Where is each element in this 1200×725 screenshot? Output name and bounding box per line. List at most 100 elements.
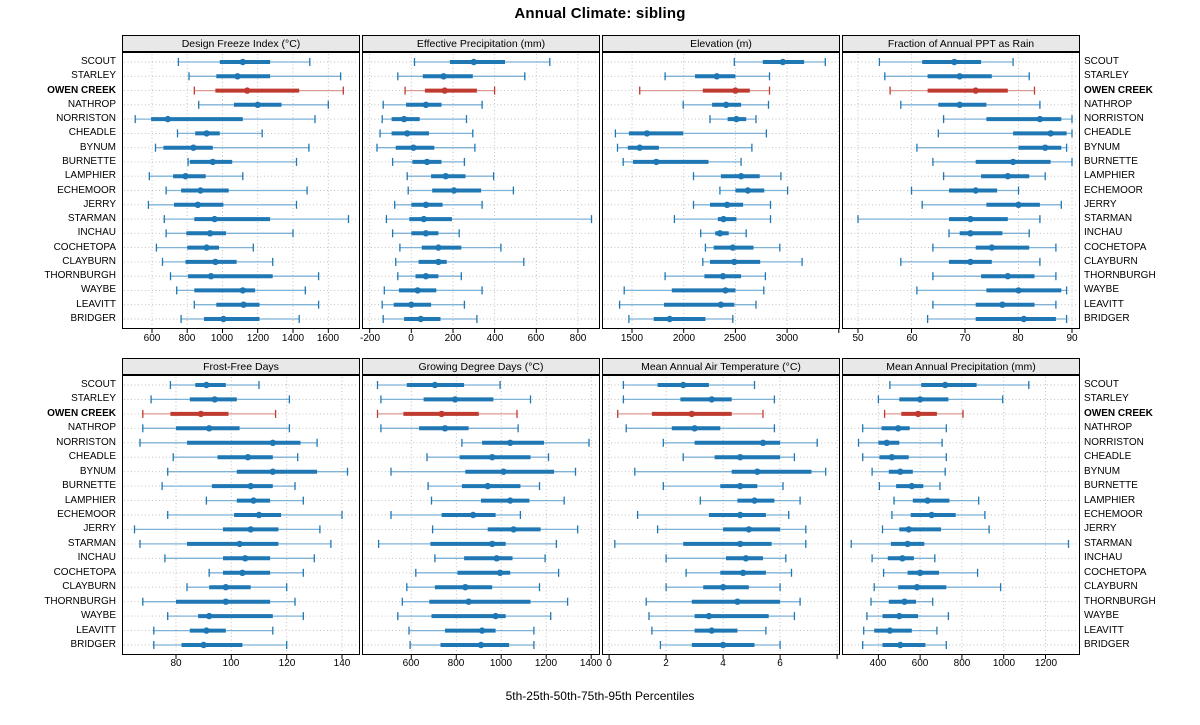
median-dot xyxy=(404,130,411,137)
error-bar-row xyxy=(390,511,522,519)
site-label-left: NATHROP xyxy=(67,422,116,433)
site-label-right: NATHROP xyxy=(1084,99,1133,110)
site-label-left: COCHETOPA xyxy=(53,567,116,578)
median-dot xyxy=(1042,144,1049,151)
median-dot xyxy=(897,468,904,475)
error-bar-row xyxy=(139,438,318,447)
error-bar-row xyxy=(139,539,332,548)
site-label-left: ECHEMOOR xyxy=(57,509,116,520)
site-label-left: STARLEY xyxy=(71,393,116,404)
error-bar-row xyxy=(186,583,288,592)
error-bar-row xyxy=(648,612,796,621)
site-label-right: WAYBE xyxy=(1084,610,1120,621)
error-bar-row xyxy=(142,597,296,606)
median-dot xyxy=(244,454,252,461)
median-dot xyxy=(733,115,740,123)
median-dot xyxy=(737,540,744,548)
x-tick-label: 6 xyxy=(777,658,783,669)
error-bar-row xyxy=(665,583,781,592)
site-label-left: LAMPHIER xyxy=(64,495,116,506)
median-dot xyxy=(247,526,254,533)
error-bar-row xyxy=(172,453,299,462)
median-dot xyxy=(422,230,430,237)
x-tick-label: 800 xyxy=(447,658,465,669)
site-label-right: INCHAU xyxy=(1084,552,1123,563)
x-tick-label: 2500 xyxy=(723,333,747,344)
error-bar-row xyxy=(461,438,590,447)
error-bar-row xyxy=(625,424,776,433)
error-bar-row xyxy=(165,186,308,195)
error-bar-row xyxy=(169,381,260,389)
median-dot xyxy=(742,555,750,562)
error-bar-row xyxy=(709,115,757,124)
error-bar-row xyxy=(889,381,1030,389)
median-dot xyxy=(1015,287,1022,294)
error-bar-row xyxy=(164,554,315,563)
error-bar-row xyxy=(176,129,263,138)
median-dot xyxy=(240,301,247,308)
site-label-right: OWEN CREEK xyxy=(1084,85,1153,96)
median-dot xyxy=(708,627,715,634)
x-tick-label: 1400 xyxy=(281,333,305,344)
site-label-right: COCHETOPA xyxy=(1084,567,1147,578)
error-bar-row xyxy=(407,186,515,195)
x-tick-label: 1200 xyxy=(534,658,558,669)
median-dot xyxy=(422,201,430,208)
median-dot xyxy=(194,201,201,208)
x-tick-label: 80 xyxy=(1012,333,1024,344)
site-label-right: JERRY xyxy=(1084,523,1117,534)
chart-caption: 5th-25th-50th-75th-95th Percentiles xyxy=(505,689,695,703)
x-tick-label: 1600 xyxy=(316,333,340,344)
error-bar-row xyxy=(401,597,569,606)
panel-strip: Effective Precipitation (mm) xyxy=(362,35,600,52)
site-label-left: BYNUM xyxy=(79,142,116,153)
median-dot xyxy=(254,101,261,108)
median-dot xyxy=(737,454,744,461)
error-bar-row xyxy=(878,482,941,491)
error-bar-row xyxy=(870,597,934,606)
median-dot xyxy=(729,244,736,251)
error-bar-row xyxy=(937,129,1073,138)
panel-title: Fraction of Annual PPT as Rain xyxy=(887,37,1035,50)
site-label-right: NATHROP xyxy=(1084,422,1133,433)
error-bar-row xyxy=(208,568,304,577)
error-bar-row xyxy=(673,215,772,224)
error-bar-row xyxy=(167,612,304,621)
site-label-right: THORNBURGH xyxy=(1084,270,1156,281)
median-dot xyxy=(438,410,445,418)
site-label-right: STARMAN xyxy=(1084,538,1133,549)
error-bar-row xyxy=(685,568,793,577)
median-dot xyxy=(410,144,417,151)
error-bar-row xyxy=(921,200,1062,209)
site-label-right: ECHEMOOR xyxy=(1084,185,1143,196)
median-dot xyxy=(493,555,500,562)
median-dot xyxy=(182,173,189,180)
error-bar-row xyxy=(397,72,526,81)
error-bar-row xyxy=(381,115,468,124)
median-dot xyxy=(484,482,491,490)
error-bar-row xyxy=(153,626,274,635)
error-bar-row xyxy=(380,424,519,433)
median-dot xyxy=(239,58,246,66)
error-bar-row xyxy=(623,286,765,295)
error-bar-row xyxy=(857,215,1041,224)
median-dot xyxy=(745,526,752,533)
site-label-right: LAMPHIER xyxy=(1084,495,1136,506)
x-tick-label: 1000 xyxy=(210,333,234,344)
median-dot xyxy=(239,569,246,576)
median-dot xyxy=(435,244,442,251)
x-tick-label: 1000 xyxy=(489,658,513,669)
median-dot xyxy=(469,511,477,519)
median-dot xyxy=(967,258,974,266)
site-label-left: BURNETTE xyxy=(62,156,116,167)
x-tick-label: 50 xyxy=(852,333,864,344)
site-label-left: SCOUT xyxy=(81,56,116,67)
error-bar-row xyxy=(415,568,560,577)
panel-title: Frost-Free Days xyxy=(203,360,279,373)
error-bar-row xyxy=(409,641,535,649)
median-dot xyxy=(236,540,243,548)
site-label-left: JERRY xyxy=(83,523,116,534)
median-dot xyxy=(441,425,449,432)
error-bar-row xyxy=(395,257,525,266)
median-dot xyxy=(972,187,979,194)
